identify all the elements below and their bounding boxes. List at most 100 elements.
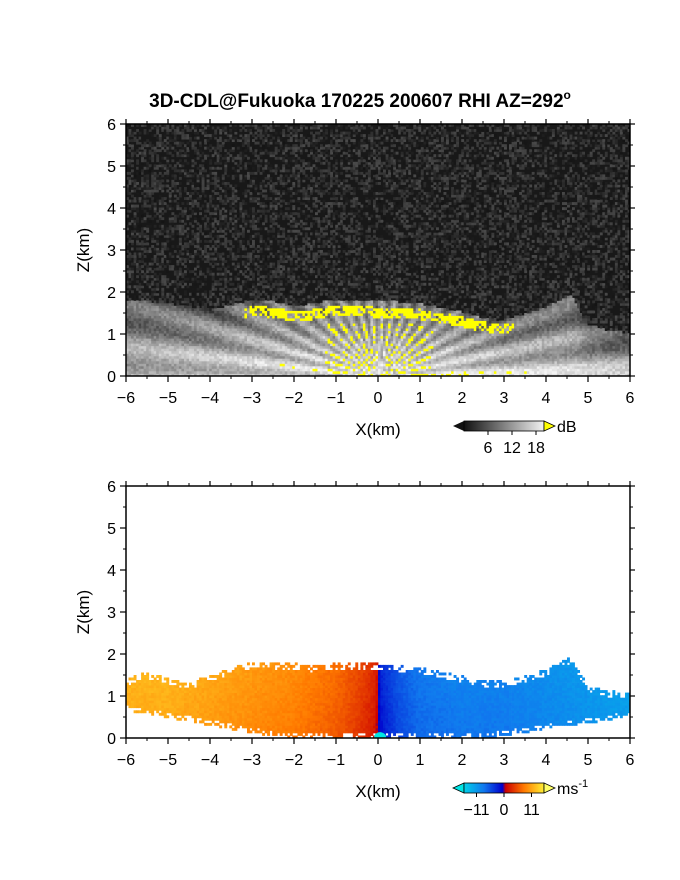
reflectivity-cell (284, 345, 288, 349)
reflectivity-cell (262, 290, 266, 294)
reflectivity-cell (219, 161, 223, 165)
reflectivity-cell (239, 328, 243, 332)
reflectivity-cell (166, 166, 170, 170)
reflectivity-cell (214, 161, 218, 165)
reflectivity-cell (304, 257, 308, 261)
reflectivity-cell (153, 325, 157, 329)
reflectivity-cell (184, 257, 187, 261)
reflectivity-cell (151, 371, 155, 374)
reflectivity-cell (279, 315, 283, 319)
reflectivity-cell (282, 318, 286, 321)
reflectivity-cell (279, 340, 283, 344)
reflectivity-cell (136, 124, 140, 127)
reflectivity-cell (302, 199, 306, 203)
reflectivity-cell (274, 124, 278, 127)
reflectivity-cell (166, 204, 170, 208)
reflectivity-cell (186, 217, 190, 221)
reflectivity-cell (194, 340, 197, 344)
reflectivity-cell (244, 136, 248, 140)
reflectivity-cell (186, 232, 190, 236)
reflectivity-cell (254, 267, 258, 271)
reflectivity-cell (259, 126, 263, 130)
reflectivity-cell (209, 247, 213, 251)
reflectivity-cell (247, 164, 250, 168)
reflectivity-cell (184, 308, 187, 311)
reflectivity-cell (264, 134, 268, 138)
reflectivity-cell (138, 353, 142, 357)
reflectivity-cell (234, 189, 238, 193)
reflectivity-cell (299, 224, 303, 228)
reflectivity-cell (231, 159, 235, 163)
reflectivity-cell (189, 355, 192, 359)
reflectivity-cell (209, 330, 213, 334)
reflectivity-cell (289, 250, 293, 253)
reflectivity-cell (297, 348, 301, 352)
reflectivity-cell (201, 340, 205, 344)
reflectivity-cell (221, 358, 225, 362)
reflectivity-cell (214, 242, 218, 246)
reflectivity-cell (254, 161, 258, 165)
reflectivity-cell (128, 308, 132, 311)
reflectivity-cell (226, 270, 230, 274)
reflectivity-cell (166, 239, 170, 243)
reflectivity-cell (191, 239, 195, 243)
reflectivity-cell (209, 313, 213, 316)
reflectivity-cell (136, 353, 140, 357)
reflectivity-cell (279, 350, 283, 354)
reflectivity-cell (128, 358, 132, 362)
reflectivity-cell (279, 353, 283, 357)
reflectivity-cell (148, 214, 152, 218)
reflectivity-cell (136, 154, 140, 158)
reflectivity-cell (209, 169, 213, 173)
reflectivity-cell (292, 368, 296, 372)
reflectivity-cell (282, 275, 286, 279)
reflectivity-cell (310, 315, 313, 319)
reflectivity-cell (133, 305, 137, 309)
reflectivity-cell (151, 134, 155, 138)
reflectivity-cell (310, 318, 313, 321)
reflectivity-cell (310, 338, 313, 342)
reflectivity-cell (128, 239, 132, 243)
reflectivity-cell (148, 164, 152, 168)
reflectivity-cell (166, 348, 170, 352)
reflectivity-cell (274, 131, 278, 135)
reflectivity-cell (151, 166, 155, 170)
reflectivity-cell (269, 184, 273, 188)
reflectivity-cell (206, 252, 210, 256)
reflectivity-cell (131, 159, 134, 163)
reflectivity-cell (133, 313, 137, 316)
reflectivity-cell (196, 373, 200, 376)
reflectivity-cell (194, 250, 197, 253)
reflectivity-cell (219, 335, 223, 339)
reflectivity-cell (221, 295, 225, 299)
reflectivity-cell (194, 171, 197, 175)
reflectivity-cell (143, 239, 147, 243)
reflectivity-cell (216, 320, 220, 324)
reflectivity-cell (272, 219, 276, 223)
reflectivity-cell (186, 365, 190, 369)
reflectivity-cell (292, 207, 296, 211)
reflectivity-cell (299, 340, 303, 344)
reflectivity-cell (247, 156, 250, 160)
reflectivity-cell (284, 348, 288, 352)
reflectivity-cell (153, 373, 157, 376)
reflectivity-cell (158, 305, 162, 309)
reflectivity-cell (249, 239, 253, 243)
reflectivity-cell (249, 335, 253, 339)
reflectivity-cell (254, 348, 258, 352)
reflectivity-cell (214, 164, 218, 168)
reflectivity-cell (292, 328, 296, 332)
reflectivity-cell (297, 290, 301, 294)
reflectivity-cell (128, 328, 132, 332)
reflectivity-cell (214, 199, 218, 203)
reflectivity-cell (191, 242, 195, 246)
reflectivity-cell (219, 217, 223, 221)
reflectivity-cell (257, 134, 260, 138)
reflectivity-cell (234, 292, 238, 296)
reflectivity-cell (259, 151, 263, 155)
reflectivity-cell (153, 368, 157, 372)
reflectivity-cell (226, 371, 230, 374)
reflectivity-cell (209, 166, 213, 170)
reflectivity-cell (204, 232, 208, 236)
reflectivity-cell (216, 365, 220, 369)
